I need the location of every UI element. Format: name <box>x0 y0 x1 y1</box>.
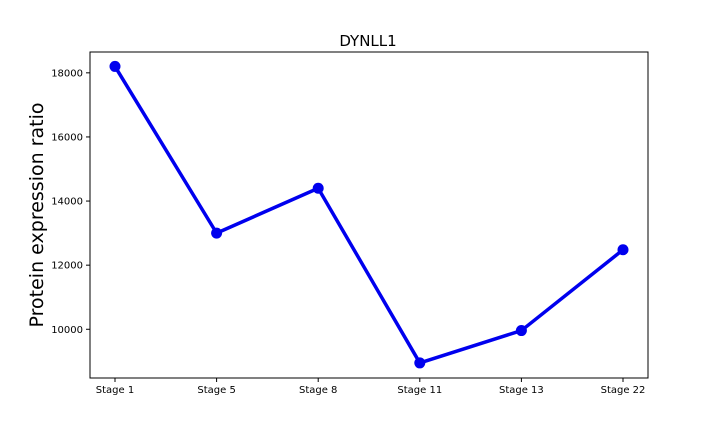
data-point <box>617 244 629 256</box>
x-tick-label: Stage 5 <box>197 385 235 396</box>
data-point <box>515 325 527 337</box>
x-tick-label: Stage 13 <box>499 385 544 396</box>
y-axis-label: Protein expression ratio <box>26 103 48 328</box>
data-point <box>312 182 324 194</box>
data-point <box>109 60 121 72</box>
y-tick-label: 18000 <box>51 68 83 79</box>
x-tick-label: Stage 11 <box>397 385 442 396</box>
y-axis: 10000 12000 14000 16000 18000 <box>51 68 90 336</box>
data-point <box>414 357 426 369</box>
data-point <box>211 227 223 239</box>
x-tick-label: Stage 8 <box>299 385 337 396</box>
chart-title: DYNLL1 <box>339 32 396 50</box>
y-tick-label: 16000 <box>51 132 83 143</box>
y-tick-label: 10000 <box>51 325 83 336</box>
y-tick-label: 12000 <box>51 261 83 272</box>
plot-area <box>89 51 649 379</box>
x-tick-label: Stage 22 <box>601 385 646 396</box>
series-line <box>113 65 625 365</box>
x-tick-label: Stage 1 <box>96 385 134 396</box>
y-tick-label: 14000 <box>51 197 83 208</box>
series-group <box>109 60 629 369</box>
x-axis: Stage 1 Stage 5 Stage 8 Stage 11 Stage 13 Sta… <box>96 378 646 396</box>
